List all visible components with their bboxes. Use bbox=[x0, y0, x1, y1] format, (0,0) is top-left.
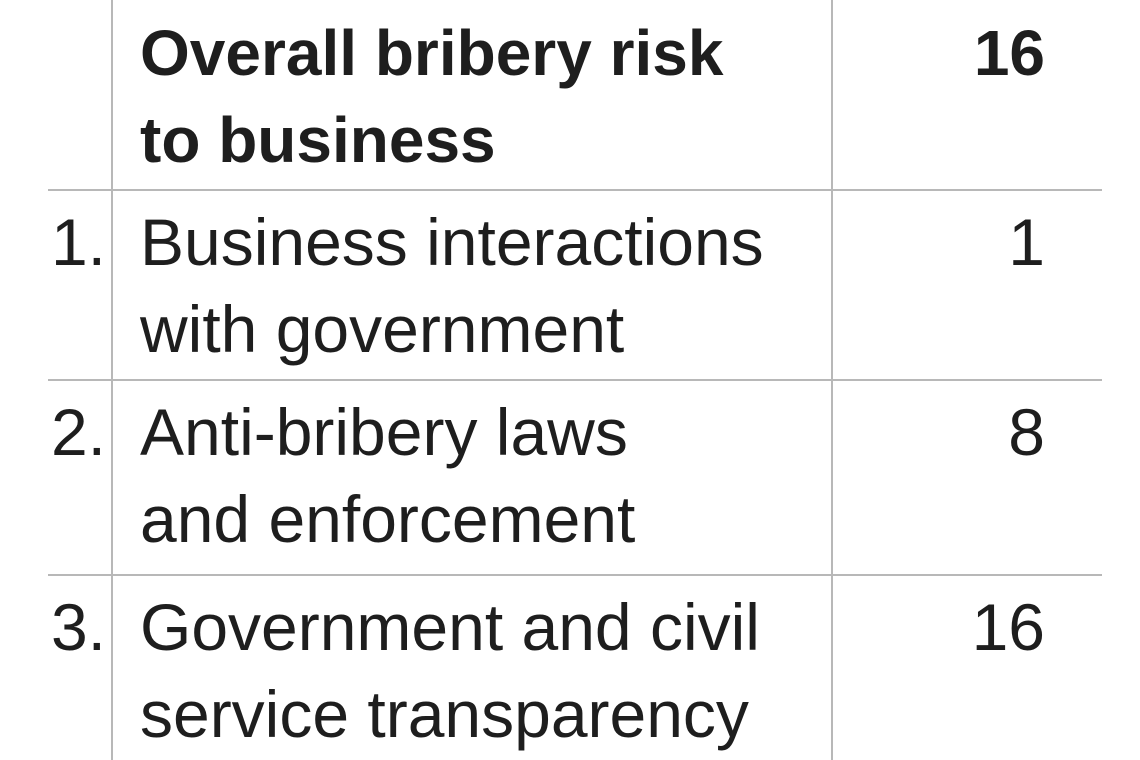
row-label: Anti-bribery laws bbox=[140, 395, 628, 469]
row-label: with government bbox=[139, 292, 624, 366]
row-number: 2. bbox=[51, 395, 106, 469]
row-label: Business interactions bbox=[140, 205, 764, 279]
row-label: service transparency bbox=[140, 677, 749, 751]
row-label: Government and civil bbox=[140, 590, 760, 664]
row-score: 8 bbox=[1008, 395, 1045, 469]
header-score: 16 bbox=[974, 17, 1045, 89]
row-label: and enforcement bbox=[140, 482, 635, 556]
row-number: 1. bbox=[51, 205, 106, 279]
row-score: 16 bbox=[972, 590, 1045, 664]
row-score: 1 bbox=[1008, 205, 1045, 279]
header-label: Overall bribery risk bbox=[140, 17, 724, 89]
row-number: 3. bbox=[51, 590, 106, 664]
header-label: to business bbox=[140, 104, 496, 176]
